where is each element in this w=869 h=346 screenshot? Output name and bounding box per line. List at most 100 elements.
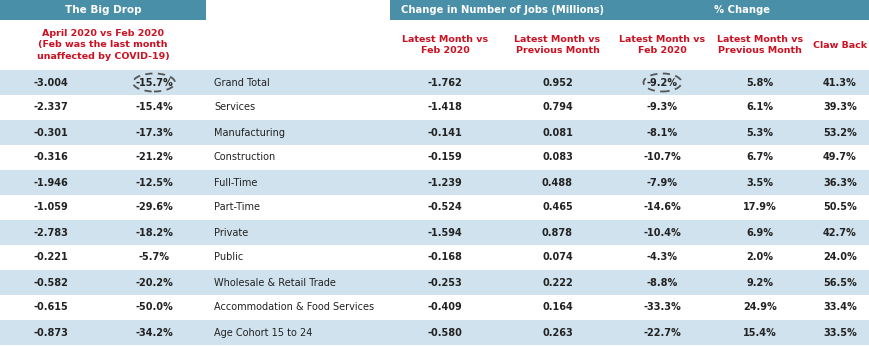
Bar <box>0 170 869 195</box>
Text: -21.2%: -21.2% <box>135 153 173 163</box>
Text: 0.878: 0.878 <box>541 228 573 237</box>
Text: -9.2%: -9.2% <box>647 78 677 88</box>
Text: 33.4%: 33.4% <box>822 302 856 312</box>
Text: Claw Back: Claw Back <box>812 40 866 49</box>
Text: 6.7%: 6.7% <box>746 153 773 163</box>
Text: -0.409: -0.409 <box>428 302 461 312</box>
Text: Manufacturing: Manufacturing <box>214 127 285 137</box>
Text: -0.582: -0.582 <box>34 277 69 288</box>
Text: 3.5%: 3.5% <box>746 177 773 188</box>
Text: -1.762: -1.762 <box>428 78 461 88</box>
Text: 0.263: 0.263 <box>541 328 572 337</box>
Text: -9.3%: -9.3% <box>647 102 677 112</box>
Bar <box>0 195 869 220</box>
Bar <box>0 145 869 170</box>
Bar <box>0 0 206 20</box>
Text: 6.9%: 6.9% <box>746 228 773 237</box>
Text: -0.524: -0.524 <box>428 202 461 212</box>
Text: 2.0%: 2.0% <box>746 253 773 263</box>
Text: -18.2%: -18.2% <box>135 228 173 237</box>
Text: Private: Private <box>214 228 248 237</box>
Bar <box>0 295 869 320</box>
Text: -1.059: -1.059 <box>34 202 69 212</box>
Text: -0.159: -0.159 <box>428 153 461 163</box>
Text: 0.083: 0.083 <box>541 153 573 163</box>
Text: Accommodation & Food Services: Accommodation & Food Services <box>214 302 374 312</box>
Text: Grand Total: Grand Total <box>214 78 269 88</box>
Text: -0.615: -0.615 <box>34 302 69 312</box>
Text: -0.580: -0.580 <box>427 328 462 337</box>
Text: -0.141: -0.141 <box>428 127 461 137</box>
Bar <box>0 120 869 145</box>
Text: -20.2%: -20.2% <box>135 277 173 288</box>
Text: 39.3%: 39.3% <box>822 102 856 112</box>
Text: -0.301: -0.301 <box>34 127 69 137</box>
Text: -0.221: -0.221 <box>34 253 69 263</box>
Bar <box>0 95 869 120</box>
Text: -2.337: -2.337 <box>34 102 69 112</box>
Text: -0.253: -0.253 <box>428 277 461 288</box>
Text: -15.7%: -15.7% <box>135 78 173 88</box>
Text: April 2020 vs Feb 2020
(Feb was the last month
unaffected by COVID-19): April 2020 vs Feb 2020 (Feb was the last… <box>36 29 169 61</box>
Text: -14.6%: -14.6% <box>643 202 680 212</box>
Text: 49.7%: 49.7% <box>822 153 856 163</box>
Text: Part-Time: Part-Time <box>214 202 260 212</box>
Text: -17.3%: -17.3% <box>135 127 173 137</box>
Text: 41.3%: 41.3% <box>822 78 856 88</box>
Text: 0.222: 0.222 <box>541 277 572 288</box>
Text: 0.164: 0.164 <box>541 302 572 312</box>
Text: 5.8%: 5.8% <box>746 78 773 88</box>
Text: 36.3%: 36.3% <box>822 177 856 188</box>
Text: Change in Number of Jobs (Millions): Change in Number of Jobs (Millions) <box>401 5 603 15</box>
Text: -22.7%: -22.7% <box>643 328 680 337</box>
Text: 5.3%: 5.3% <box>746 127 773 137</box>
Text: -0.873: -0.873 <box>34 328 69 337</box>
Bar <box>209 0 389 20</box>
Text: -1.239: -1.239 <box>428 177 461 188</box>
Text: -2.783: -2.783 <box>34 228 69 237</box>
Text: 0.081: 0.081 <box>541 127 573 137</box>
Text: -10.4%: -10.4% <box>643 228 680 237</box>
Bar <box>0 320 869 345</box>
Text: -10.7%: -10.7% <box>643 153 680 163</box>
Text: -1.594: -1.594 <box>428 228 461 237</box>
Text: -4.3%: -4.3% <box>647 253 677 263</box>
Text: 9.2%: 9.2% <box>746 277 773 288</box>
Text: -15.4%: -15.4% <box>135 102 173 112</box>
Text: -5.7%: -5.7% <box>138 253 169 263</box>
Text: Public: Public <box>214 253 243 263</box>
Text: -33.3%: -33.3% <box>643 302 680 312</box>
Text: -3.004: -3.004 <box>34 78 69 88</box>
Text: -0.316: -0.316 <box>34 153 69 163</box>
Text: 0.794: 0.794 <box>541 102 572 112</box>
Text: -1.418: -1.418 <box>427 102 462 112</box>
Bar <box>0 220 869 245</box>
Text: Age Cohort 15 to 24: Age Cohort 15 to 24 <box>214 328 312 337</box>
Text: % Change: % Change <box>713 5 770 15</box>
Text: 15.4%: 15.4% <box>742 328 776 337</box>
Text: Latest Month vs
Previous Month: Latest Month vs Previous Month <box>716 35 802 55</box>
Text: 0.488: 0.488 <box>541 177 573 188</box>
Bar <box>0 245 869 270</box>
Text: Latest Month vs
Previous Month: Latest Month vs Previous Month <box>514 35 600 55</box>
Text: Latest Month vs
Feb 2020: Latest Month vs Feb 2020 <box>401 35 488 55</box>
Text: Latest Month vs
Feb 2020: Latest Month vs Feb 2020 <box>619 35 705 55</box>
Text: 17.9%: 17.9% <box>742 202 776 212</box>
Text: -50.0%: -50.0% <box>135 302 173 312</box>
Text: 0.074: 0.074 <box>541 253 572 263</box>
Text: -8.8%: -8.8% <box>647 277 677 288</box>
Text: -0.168: -0.168 <box>427 253 462 263</box>
Text: 53.2%: 53.2% <box>822 127 856 137</box>
Text: 24.0%: 24.0% <box>822 253 856 263</box>
Text: 6.1%: 6.1% <box>746 102 773 112</box>
Bar <box>0 70 869 95</box>
Bar <box>389 0 614 20</box>
Text: -1.946: -1.946 <box>34 177 69 188</box>
Text: -12.5%: -12.5% <box>135 177 173 188</box>
Text: 0.465: 0.465 <box>541 202 572 212</box>
Text: 56.5%: 56.5% <box>822 277 856 288</box>
Text: -29.6%: -29.6% <box>135 202 173 212</box>
Text: Wholesale & Retail Trade: Wholesale & Retail Trade <box>214 277 335 288</box>
Text: Construction: Construction <box>214 153 276 163</box>
Text: Full-Time: Full-Time <box>214 177 257 188</box>
